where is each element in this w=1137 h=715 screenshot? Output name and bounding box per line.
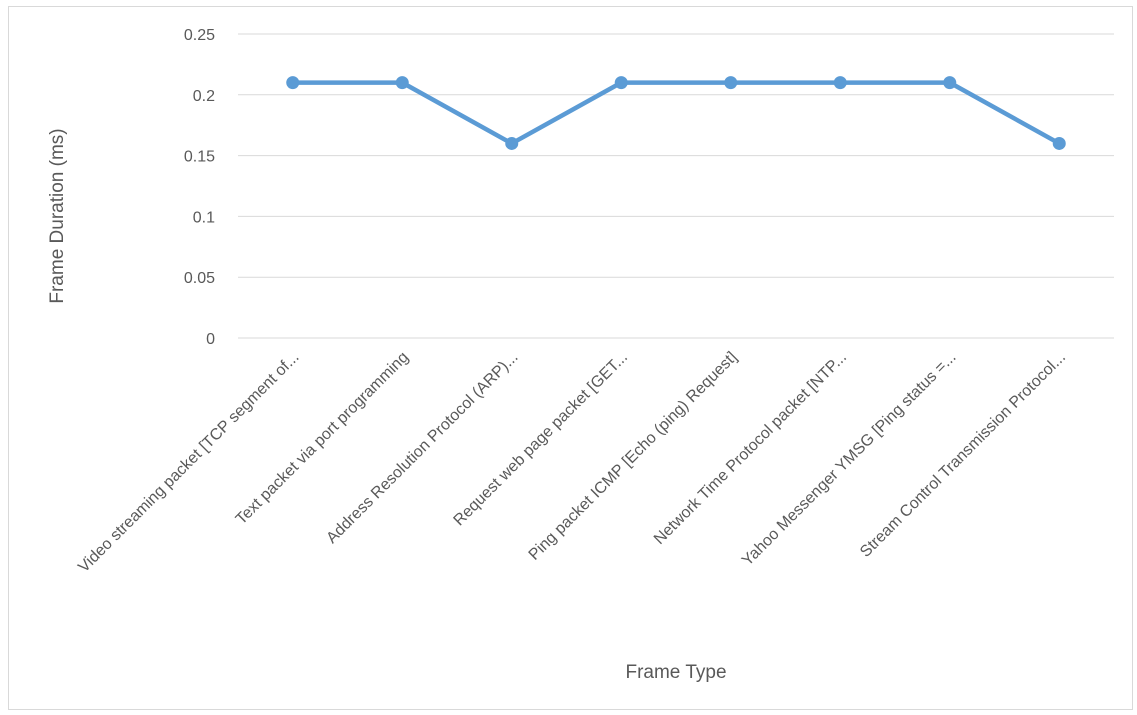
x-tick-label-1: Text packet via port programming xyxy=(233,349,412,528)
data-point-3 xyxy=(614,76,628,90)
x-axis-ticks: Video streaming packet [TCP segment of..… xyxy=(75,349,1069,576)
data-point-7 xyxy=(1052,136,1066,150)
y-axis-ticks: 0 0.05 0.1 0.15 0.2 0.25 xyxy=(184,27,215,348)
data-point-2 xyxy=(505,136,519,150)
x-tick-label-4: Ping packet ICMP [Echo (ping) Request] xyxy=(526,349,741,564)
chart-frame xyxy=(8,6,1133,710)
x-tick-label-2: Address Resolution Protocol (ARP)... xyxy=(323,349,521,547)
data-point-6 xyxy=(943,76,957,90)
y-axis-title: Frame Duration (ms) xyxy=(47,128,68,303)
y-tick-label-2: 0.1 xyxy=(193,209,215,226)
series-group xyxy=(286,76,1066,150)
series-line-0 xyxy=(290,80,1062,146)
data-point-0 xyxy=(286,76,300,90)
x-tick-label-7: Stream Control Transmission Protocol... xyxy=(857,349,1069,561)
x-tick-label-3: Request web page packet [GET... xyxy=(451,349,632,530)
data-point-1 xyxy=(395,76,409,90)
y-tick-label-5: 0.25 xyxy=(184,27,215,44)
data-point-5 xyxy=(833,76,847,90)
gridlines xyxy=(238,33,1114,339)
x-axis-title: Frame Type xyxy=(625,662,726,683)
y-tick-label-4: 0.2 xyxy=(193,88,215,105)
data-point-4 xyxy=(724,76,738,90)
x-tick-label-5: Network Time Protocol packet [NTP... xyxy=(651,349,850,548)
y-tick-label-1: 0.05 xyxy=(184,270,215,287)
x-tick-label-0: Video streaming packet [TCP segment of..… xyxy=(75,349,302,576)
y-tick-label-0: 0 xyxy=(206,331,215,348)
y-tick-label-3: 0.15 xyxy=(184,149,215,166)
x-tick-label-6: Yahoo Messenger YMSG [Ping status =... xyxy=(739,349,960,570)
